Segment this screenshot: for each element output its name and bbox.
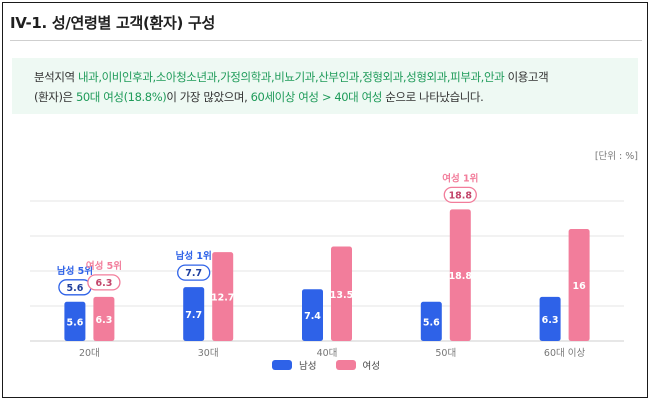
rank-callout-pill	[443, 186, 477, 204]
rank-callout-value: 5.6	[66, 283, 83, 294]
title-divider	[10, 40, 642, 41]
bar-value-label: 5.6	[66, 317, 83, 328]
bar-male	[64, 301, 86, 341]
bar-male	[302, 289, 323, 341]
summary-text: 이 가장 많았으며,	[166, 90, 251, 104]
x-tick-label: 60대 이상	[544, 348, 586, 359]
summary-departments: 내과,이비인후과,소아청소년과,가정의학과,비뇨기과,산부인과,정형외과,성형외…	[77, 70, 505, 84]
bar-value-label: 6.3	[542, 315, 559, 326]
bar-value-label: 7.7	[185, 310, 202, 321]
unit-label: [단위 : %]	[594, 151, 638, 162]
bar-female	[568, 229, 590, 341]
summary-text: (환자)은	[34, 90, 76, 104]
x-tick-label: 30대	[198, 348, 219, 359]
summary-top-group: 50대 여성(18.8%)	[75, 90, 167, 104]
x-tick-label: 20대	[79, 348, 100, 359]
summary-text: 이용고객	[504, 70, 549, 84]
bar-value-label: 6.3	[95, 315, 112, 326]
summary-text: 분석지역	[34, 70, 78, 84]
legend-label-male: 남성	[299, 361, 317, 372]
summary-order: 60세이상 여성 > 40대 여성	[250, 90, 383, 104]
x-tick-label: 50대	[435, 348, 456, 359]
rank-callout-label: 남성 5위	[57, 265, 93, 277]
bar-value-label: 16	[572, 281, 586, 292]
rank-callout-label: 여성 5위	[86, 260, 122, 272]
rank-callout-value: 18.8	[449, 190, 473, 201]
bar-value-label: 7.4	[304, 311, 321, 322]
rank-callout-label: 남성 1위	[176, 250, 212, 262]
bar-value-label: 5.6	[423, 317, 440, 328]
legend-item-male[interactable]: 남성	[272, 358, 316, 372]
bar-value-label: 12.7	[211, 293, 234, 304]
summary-line-1: 분석지역 내과,이비인후과,소아청소년과,가정의학과,비뇨기과,산부인과,정형외…	[34, 67, 616, 87]
legend-label-female: 여성	[362, 361, 380, 372]
rank-callout-pill	[87, 274, 121, 291]
bar-male	[183, 287, 205, 341]
summary-panel: 분석지역 내과,이비인후과,소아청소년과,가정의학과,비뇨기과,산부인과,정형외…	[12, 58, 638, 114]
bar-female	[449, 209, 471, 341]
bar-male	[420, 301, 442, 341]
bar-female	[212, 252, 234, 341]
page-title: IV-1. 성/연령별 고객(환자) 구성	[10, 14, 216, 32]
legend-swatch-female	[335, 360, 356, 370]
rank-callout-value: 7.7	[185, 268, 202, 279]
summary-line-2: (환자)은 50대 여성(18.8%)이 가장 많았으며, 60세이상 여성 >…	[34, 87, 616, 107]
rank-callout-label: 여성 1위	[442, 172, 478, 184]
x-tick-label: 40대	[317, 348, 338, 359]
rank-callout-value: 6.3	[95, 278, 112, 289]
bar-female	[331, 246, 352, 341]
bar-male	[539, 296, 561, 341]
bar-female	[93, 296, 115, 341]
summary-text: 순으로 나타났습니다.	[381, 90, 484, 104]
legend-swatch-male	[272, 360, 292, 370]
chart-legend: 남성 여성	[0, 358, 652, 373]
rank-callout-pill	[177, 264, 211, 281]
legend-item-female[interactable]: 여성	[335, 358, 380, 372]
bar-value-label: 13.5	[330, 290, 353, 301]
bar-value-label: 18.8	[449, 271, 473, 282]
